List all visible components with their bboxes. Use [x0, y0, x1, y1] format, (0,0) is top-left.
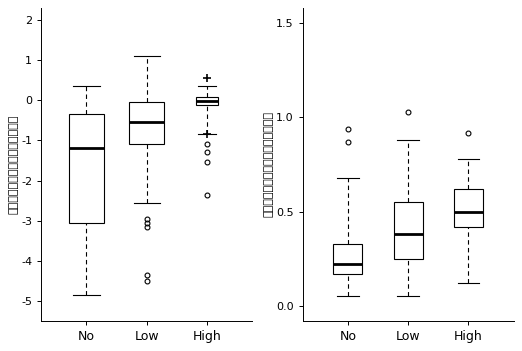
Bar [394, 202, 423, 259]
Bar [454, 189, 483, 227]
Bar [129, 102, 164, 145]
Bar [334, 244, 362, 274]
Y-axis label: 重複遠伝子間のタンパク質の変化率: 重複遠伝子間のタンパク質の変化率 [263, 112, 274, 218]
Bar [69, 114, 104, 223]
Bar [196, 97, 218, 105]
Y-axis label: 重複遠伝子間の発現部位の変化率: 重複遠伝子間の発現部位の変化率 [8, 115, 18, 214]
